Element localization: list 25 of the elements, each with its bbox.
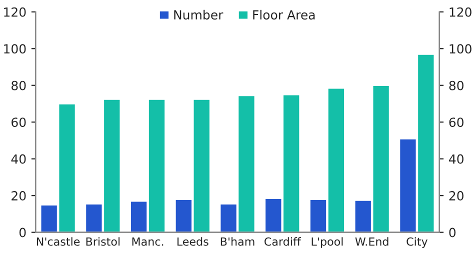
legend-label: Number: [174, 10, 224, 20]
y2-tick-label: 120: [450, 7, 472, 17]
y2-tick-label: 80: [449, 80, 464, 90]
x-tick-label: Cardiff: [264, 237, 302, 246]
y2-tick-label: 20: [449, 191, 464, 201]
x-tick-label: Manc.: [132, 238, 164, 246]
y-tick-label: 120: [4, 7, 26, 17]
y-tick-label: 60: [12, 118, 26, 128]
x-tick-label: Bristol: [86, 237, 120, 246]
y2-tick-label: 60: [449, 118, 464, 128]
y-tick-label: 80: [12, 80, 26, 90]
y2-tick-label: 0: [449, 228, 456, 238]
y2-tick-label: 40: [449, 154, 464, 164]
y-tick-label: 20: [12, 191, 26, 201]
x-tick-label: W.End: [355, 237, 388, 246]
y-tick-label: 0: [19, 228, 26, 238]
x-tick-label: B'ham: [220, 237, 254, 246]
x-tick-label: L'pool: [312, 237, 343, 248]
y-tick-label: 40: [11, 154, 26, 164]
x-tick-label: Leeds: [177, 237, 208, 246]
y-tick-label: 100: [4, 44, 26, 54]
legend-label: Floor Area: [253, 10, 315, 20]
x-tick-label: N'castle: [36, 237, 80, 246]
x-tick-label: City: [406, 237, 428, 248]
y2-tick-label: 100: [450, 44, 472, 54]
